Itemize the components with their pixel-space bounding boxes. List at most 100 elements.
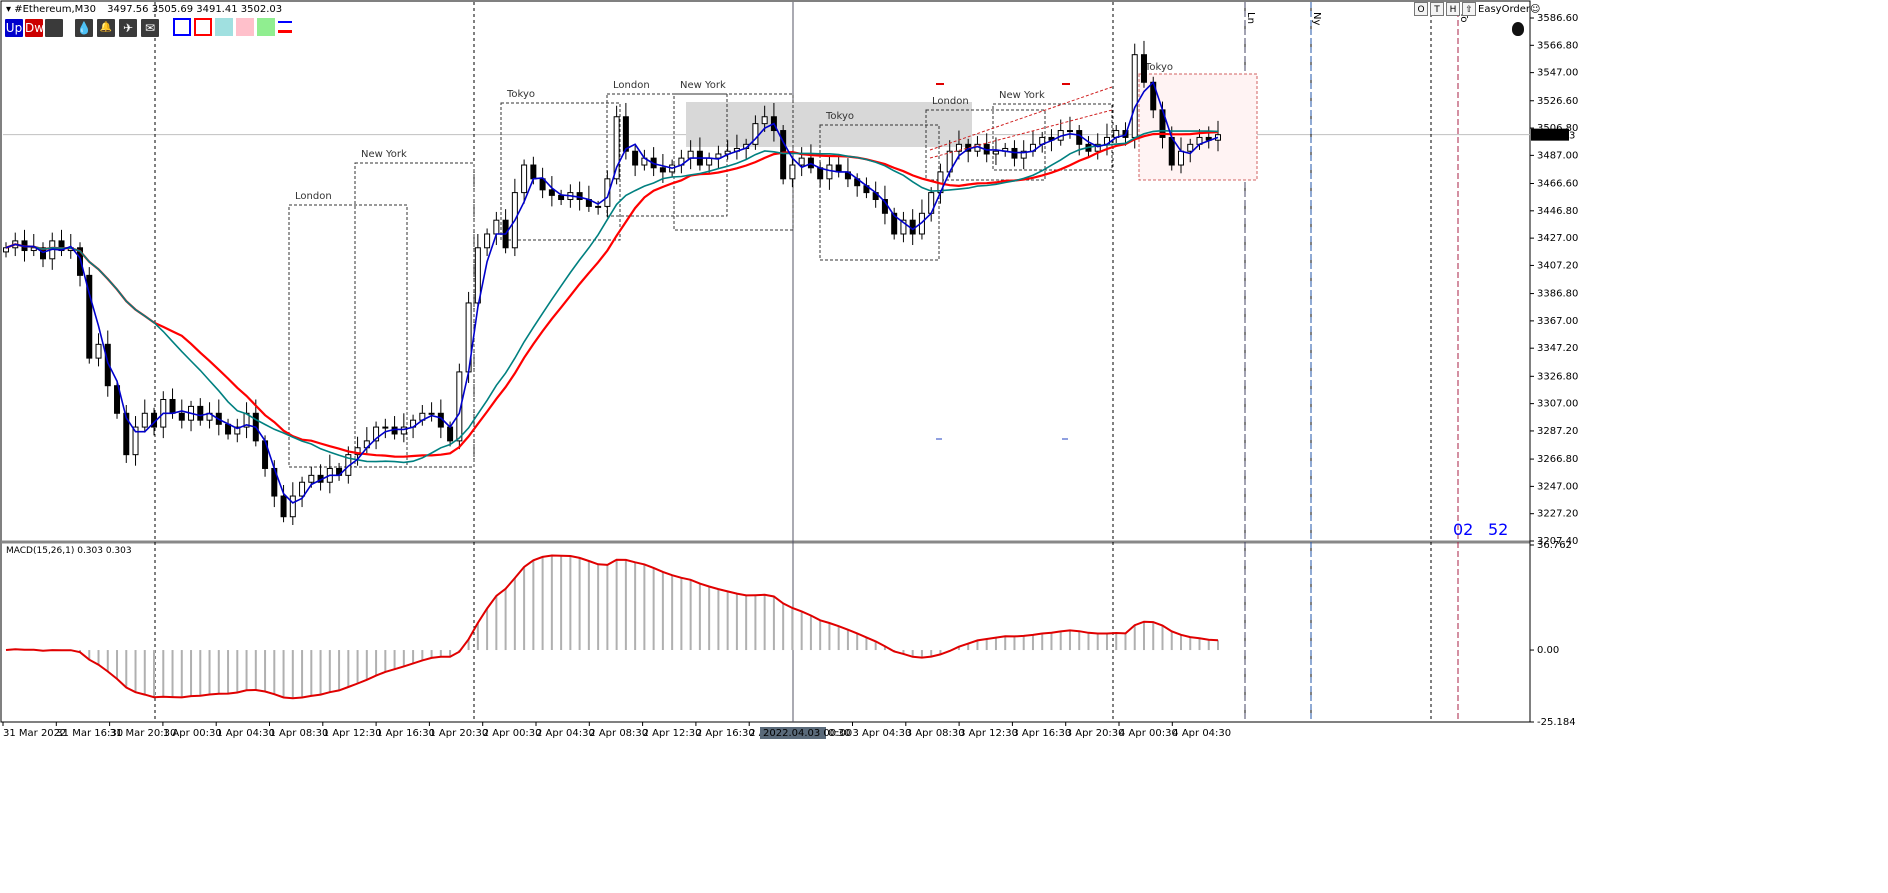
candle-body xyxy=(123,412,130,456)
up-arrow-button[interactable]: ⇧ xyxy=(1462,2,1476,16)
time-tick-label: 2 Apr 04:30 xyxy=(536,728,595,739)
crosshair-time-label: 2022.04.03 00:00 xyxy=(763,728,852,739)
candle-body xyxy=(382,426,389,429)
price-tick-label: 3386.80 xyxy=(1537,289,1578,300)
countdown-minutes: 02 xyxy=(1453,520,1474,539)
current-price-label: 3502.03 xyxy=(1534,131,1575,142)
time-tick-label: 2 A xyxy=(749,728,766,739)
session-box xyxy=(992,103,1113,171)
candle-body xyxy=(1131,54,1138,138)
candle-body xyxy=(289,495,296,518)
candle-body xyxy=(706,157,713,166)
o-button[interactable]: O xyxy=(1414,2,1428,16)
macd-signal-line xyxy=(5,554,1219,700)
down-button[interactable]: Dw xyxy=(25,19,45,37)
session-label: London xyxy=(613,80,650,91)
candle-body xyxy=(798,157,805,166)
price-tick-label: 3247.00 xyxy=(1537,481,1578,492)
t-button[interactable]: T xyxy=(1430,2,1444,16)
red-square-button[interactable] xyxy=(194,18,212,36)
price-tick-label: 3586.60 xyxy=(1537,13,1578,24)
macd-tick-label: -25.184 xyxy=(1537,717,1576,728)
candle-body xyxy=(632,150,639,166)
time-tick-label: 2 Apr 08:30 xyxy=(589,728,648,739)
current-price-box xyxy=(1531,128,1569,141)
candle-body xyxy=(308,474,315,483)
symbol-label: #Ethereum,M30 xyxy=(14,4,96,15)
candle-body xyxy=(761,116,768,125)
blue-square-button[interactable] xyxy=(173,18,191,36)
time-tick-label: 3 Apr 12:30 xyxy=(959,728,1018,739)
candle-body xyxy=(780,130,787,180)
crosshair-time-tail: 0:30 xyxy=(828,728,850,739)
candle-body xyxy=(197,405,204,421)
vertical-marker-label: Ln xyxy=(1245,12,1256,24)
expert-label: EasyOrder☺ xyxy=(1478,4,1541,15)
candle-body xyxy=(752,123,759,145)
candle-body xyxy=(178,412,185,421)
session-label: New York xyxy=(680,80,726,91)
candle-body xyxy=(576,192,583,201)
cyan-fill-button[interactable] xyxy=(215,18,233,36)
countdown-seconds: 52 xyxy=(1488,520,1509,539)
price-tick-label: 3326.80 xyxy=(1537,371,1578,382)
candle-body xyxy=(530,164,537,180)
candle-body xyxy=(1177,150,1184,166)
price-tick-label: 3347.20 xyxy=(1537,343,1578,354)
line-style-button[interactable] xyxy=(278,18,296,36)
drop-icon[interactable]: 💧 xyxy=(75,19,93,37)
dropdown-icon[interactable]: ▾ xyxy=(6,4,12,15)
time-tick-label: 1 Apr 12:30 xyxy=(323,728,382,739)
macd-label: MACD(15,26,1) 0.303 0.303 xyxy=(6,546,132,556)
h-button[interactable]: H xyxy=(1446,2,1460,16)
candle-body xyxy=(604,178,611,207)
session-label: Tokyo xyxy=(506,89,535,100)
price-tick-label: 3307.00 xyxy=(1537,399,1578,410)
candle-body xyxy=(95,343,102,359)
time-tick-label: 1 Apr 04:30 xyxy=(216,728,275,739)
candle-body xyxy=(299,481,306,497)
candle-body xyxy=(104,343,111,387)
candle-body xyxy=(548,189,555,196)
session-box xyxy=(288,204,408,468)
candle-body xyxy=(354,447,361,456)
time-tick-label: 31 Mar 16:30 xyxy=(56,728,123,739)
up-button[interactable]: Up xyxy=(5,19,23,37)
candle-body xyxy=(400,426,407,435)
bell-icon[interactable]: 🔔 xyxy=(97,19,115,37)
price-tick-label: 3407.20 xyxy=(1537,260,1578,271)
price-tick-label: 3466.60 xyxy=(1537,179,1578,190)
symbol-header: ▾ #Ethereum,M30 3497.56 3505.69 3491.41 … xyxy=(6,4,282,15)
vertical-marker-label: Ny xyxy=(1311,12,1322,25)
blank-button[interactable] xyxy=(45,19,63,37)
candle-body xyxy=(1076,130,1083,145)
price-tick-label: 3446.80 xyxy=(1537,206,1578,217)
time-tick-label: 2 Apr 16:30 xyxy=(696,728,755,739)
alien-icon xyxy=(1512,22,1524,36)
time-tick-label: 1 Apr 20:30 xyxy=(429,728,488,739)
time-tick-label: 31 Mar 20:30 xyxy=(110,728,177,739)
plane-icon[interactable]: ✈ xyxy=(119,19,137,37)
candle-body xyxy=(1094,143,1101,152)
candle-body xyxy=(900,219,907,235)
candle-body xyxy=(1066,130,1073,133)
candle-body xyxy=(992,150,999,155)
candle-body xyxy=(428,412,435,415)
time-tick-label: 3 Apr 04:30 xyxy=(853,728,912,739)
candle-body xyxy=(1168,136,1175,166)
candle-body xyxy=(1020,150,1027,159)
time-tick-label: 3 Apr 08:30 xyxy=(906,728,965,739)
candle-body xyxy=(789,164,796,180)
candle-body xyxy=(659,167,666,173)
trend-line[interactable] xyxy=(929,86,1113,151)
time-tick-label: 4 Apr 04:30 xyxy=(1172,728,1231,739)
green-fill-button[interactable] xyxy=(257,18,275,36)
candle-body xyxy=(1140,54,1147,83)
macd-tick-label: 36.762 xyxy=(1537,540,1572,551)
envelope-icon[interactable]: ✉ xyxy=(141,19,159,37)
trend-line[interactable] xyxy=(929,109,1113,159)
pink-fill-button[interactable] xyxy=(236,18,254,36)
session-box xyxy=(925,109,1046,181)
